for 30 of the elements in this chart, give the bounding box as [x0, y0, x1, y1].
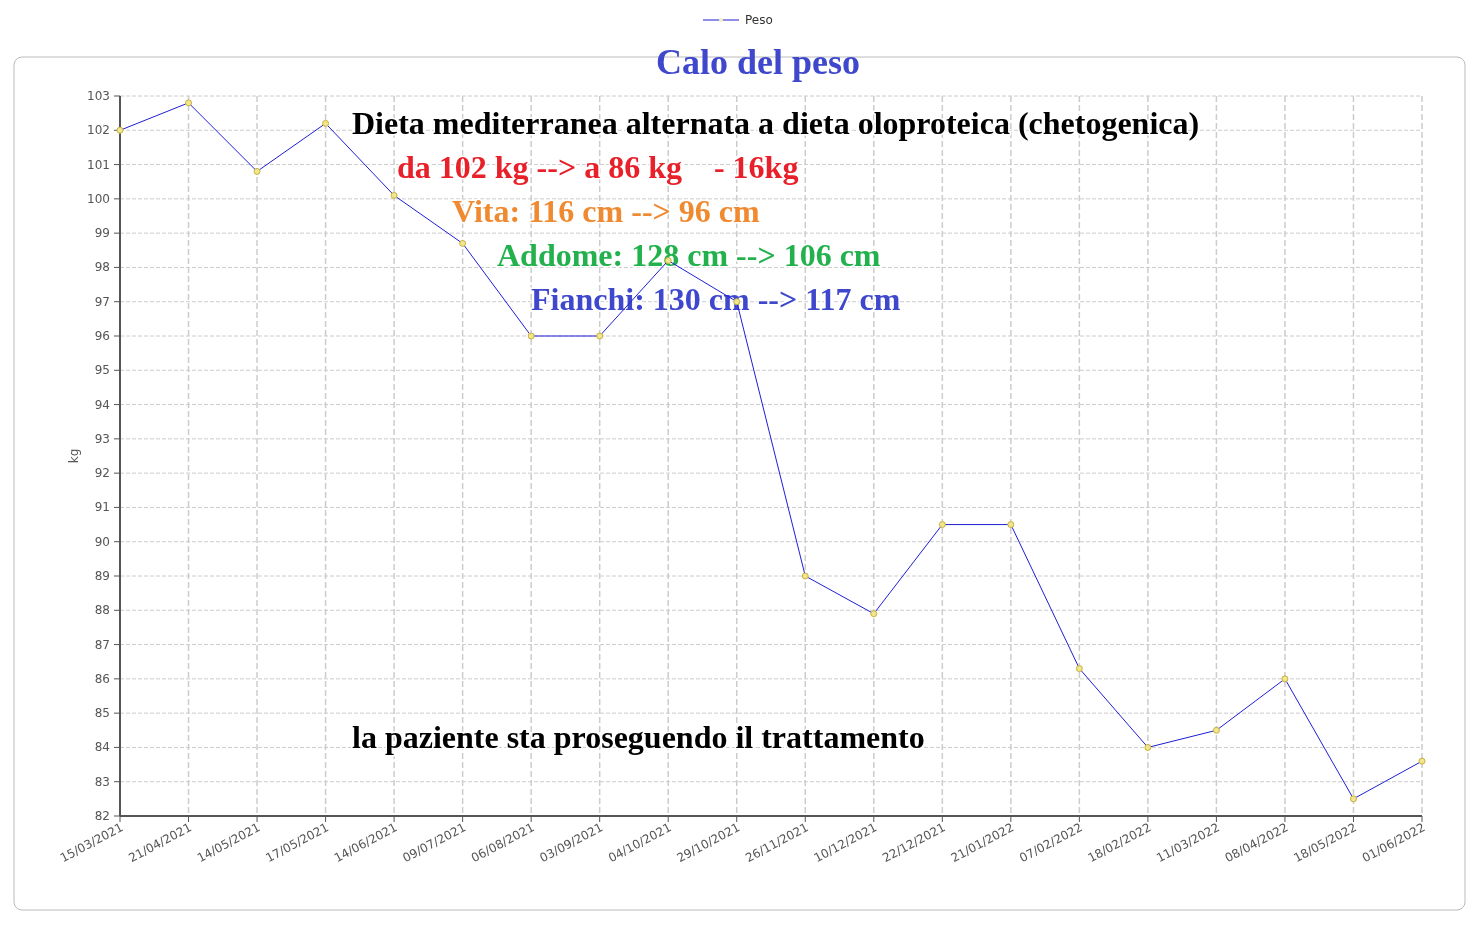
y-tick-label: 87 — [94, 637, 110, 652]
y-tick-label: 97 — [94, 294, 110, 309]
y-tick-label: 83 — [94, 774, 110, 789]
y-tick-label: 90 — [94, 534, 110, 549]
y-tick-label: 102 — [87, 123, 110, 138]
y-tick-label: 89 — [94, 569, 110, 583]
y-tick-label: 95 — [94, 363, 110, 378]
annotation: Vita: 116 cm --> 96 cm — [452, 193, 760, 229]
y-tick-label: 85 — [94, 706, 110, 721]
y-tick-label: 96 — [94, 329, 110, 343]
y-tick-label: 86 — [94, 671, 110, 686]
annotation: la paziente sta proseguendo il trattamento — [352, 719, 925, 755]
annotation: Addome: 128 cm --> 106 cm — [497, 237, 881, 273]
y-tick-label: 98 — [94, 260, 110, 275]
y-tick-label: 82 — [94, 809, 110, 823]
y-axis-title: kg — [67, 448, 81, 464]
y-tick-label: 91 — [94, 500, 110, 515]
y-tick-label: 92 — [94, 466, 110, 481]
legend-label: Peso — [745, 13, 773, 27]
annotation: Dieta mediterranea alternata a dieta oloproteica (chetogenica) — [352, 105, 1200, 141]
y-tick-label: 99 — [94, 226, 110, 241]
y-tick-label: 103 — [87, 89, 110, 103]
y-tick-label: 101 — [87, 157, 110, 172]
y-tick-label: 100 — [87, 191, 110, 206]
y-tick-label: 93 — [94, 431, 110, 446]
y-tick-label: 94 — [94, 397, 110, 412]
y-tick-label: 84 — [94, 740, 110, 755]
chart-title: Calo del peso — [655, 42, 861, 82]
annotation: da 102 kg --> a 86 kg - 16kg — [397, 149, 799, 185]
y-tick-label: 88 — [94, 603, 110, 618]
